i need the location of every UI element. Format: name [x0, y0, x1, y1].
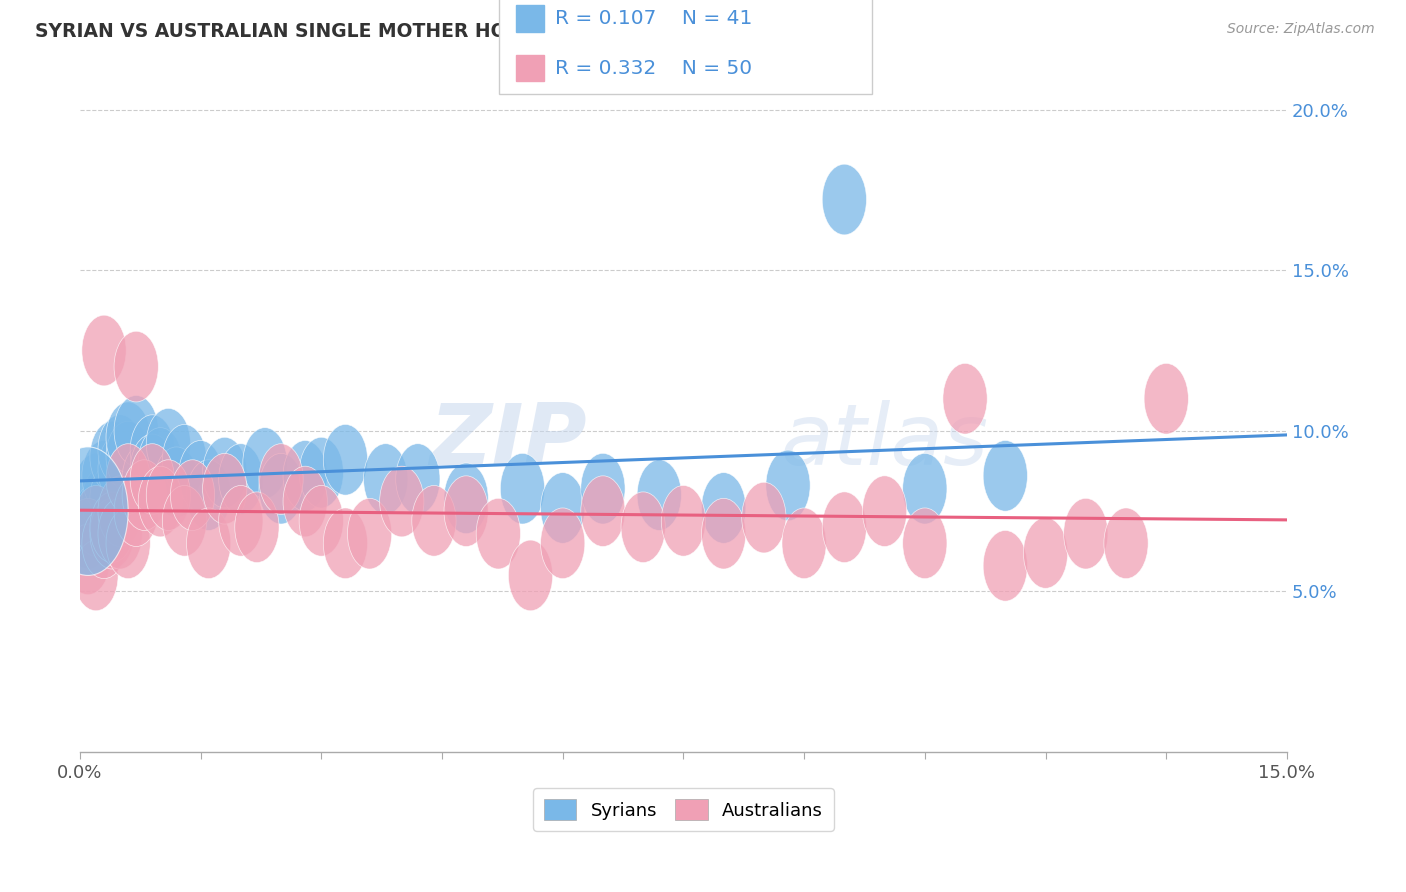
Ellipse shape — [903, 453, 948, 524]
Ellipse shape — [823, 164, 866, 235]
Ellipse shape — [105, 508, 150, 579]
Text: SYRIAN VS AUSTRALIAN SINGLE MOTHER HOUSEHOLDS CORRELATION CHART: SYRIAN VS AUSTRALIAN SINGLE MOTHER HOUSE… — [35, 22, 852, 41]
Ellipse shape — [98, 475, 142, 547]
Ellipse shape — [114, 475, 159, 547]
Ellipse shape — [299, 437, 343, 508]
Ellipse shape — [138, 427, 183, 499]
Ellipse shape — [170, 459, 215, 531]
Ellipse shape — [412, 485, 456, 556]
Ellipse shape — [380, 467, 423, 537]
Ellipse shape — [105, 421, 150, 491]
Ellipse shape — [162, 485, 207, 556]
Ellipse shape — [243, 427, 287, 499]
Ellipse shape — [823, 491, 866, 563]
Ellipse shape — [131, 443, 174, 515]
Ellipse shape — [444, 475, 488, 547]
Ellipse shape — [82, 441, 127, 511]
Ellipse shape — [122, 443, 166, 515]
Ellipse shape — [131, 415, 174, 485]
Ellipse shape — [540, 508, 585, 579]
Text: R = 0.332    N = 50: R = 0.332 N = 50 — [555, 59, 752, 78]
Ellipse shape — [323, 508, 367, 579]
Ellipse shape — [146, 459, 191, 531]
Ellipse shape — [501, 453, 544, 524]
Ellipse shape — [66, 499, 110, 569]
Ellipse shape — [395, 443, 440, 515]
Ellipse shape — [90, 421, 134, 491]
Text: R = 0.107    N = 41: R = 0.107 N = 41 — [555, 9, 752, 29]
Ellipse shape — [581, 475, 626, 547]
Ellipse shape — [702, 499, 745, 569]
Ellipse shape — [1144, 363, 1188, 434]
Ellipse shape — [983, 531, 1028, 601]
Ellipse shape — [540, 473, 585, 543]
Ellipse shape — [90, 491, 134, 563]
Ellipse shape — [122, 459, 166, 531]
Ellipse shape — [98, 415, 142, 485]
Ellipse shape — [283, 441, 328, 511]
Ellipse shape — [1104, 508, 1149, 579]
Ellipse shape — [66, 499, 110, 569]
Ellipse shape — [82, 315, 127, 386]
Ellipse shape — [444, 463, 488, 533]
Ellipse shape — [162, 425, 207, 495]
Ellipse shape — [1024, 517, 1067, 589]
Ellipse shape — [766, 450, 810, 521]
Ellipse shape — [943, 363, 987, 434]
Ellipse shape — [661, 485, 706, 556]
Ellipse shape — [202, 453, 247, 524]
Ellipse shape — [98, 499, 142, 569]
Ellipse shape — [48, 447, 128, 575]
Ellipse shape — [782, 508, 827, 579]
Ellipse shape — [82, 508, 127, 579]
Ellipse shape — [259, 453, 304, 524]
Ellipse shape — [75, 540, 118, 611]
Ellipse shape — [219, 443, 263, 515]
Ellipse shape — [235, 491, 278, 563]
Ellipse shape — [114, 395, 159, 467]
Ellipse shape — [903, 508, 948, 579]
Ellipse shape — [702, 473, 745, 543]
Text: atlas: atlas — [780, 401, 988, 483]
Ellipse shape — [114, 331, 159, 402]
Ellipse shape — [75, 483, 118, 553]
Ellipse shape — [637, 459, 682, 531]
Ellipse shape — [299, 485, 343, 556]
Ellipse shape — [90, 463, 134, 533]
Ellipse shape — [82, 467, 127, 537]
Ellipse shape — [509, 540, 553, 611]
Legend: Syrians, Australians: Syrians, Australians — [533, 789, 834, 830]
Ellipse shape — [131, 434, 174, 505]
Ellipse shape — [138, 467, 183, 537]
Ellipse shape — [105, 443, 150, 515]
Ellipse shape — [146, 409, 191, 479]
Ellipse shape — [98, 434, 142, 505]
Ellipse shape — [323, 425, 367, 495]
Ellipse shape — [155, 447, 198, 517]
Ellipse shape — [862, 475, 907, 547]
Ellipse shape — [202, 437, 247, 508]
Text: Source: ZipAtlas.com: Source: ZipAtlas.com — [1227, 22, 1375, 37]
Ellipse shape — [259, 443, 304, 515]
Ellipse shape — [75, 453, 118, 524]
Ellipse shape — [477, 499, 520, 569]
Ellipse shape — [581, 453, 626, 524]
Ellipse shape — [364, 443, 408, 515]
Ellipse shape — [66, 524, 110, 595]
Ellipse shape — [90, 499, 134, 569]
Ellipse shape — [187, 508, 231, 579]
Ellipse shape — [1064, 499, 1108, 569]
Ellipse shape — [621, 491, 665, 563]
Ellipse shape — [983, 441, 1028, 511]
Ellipse shape — [179, 441, 222, 511]
Ellipse shape — [187, 459, 231, 531]
Ellipse shape — [283, 467, 328, 537]
Ellipse shape — [219, 485, 263, 556]
Text: ZIP: ZIP — [429, 401, 586, 483]
Ellipse shape — [105, 402, 150, 473]
Ellipse shape — [742, 483, 786, 553]
Ellipse shape — [347, 499, 392, 569]
Ellipse shape — [75, 485, 118, 556]
